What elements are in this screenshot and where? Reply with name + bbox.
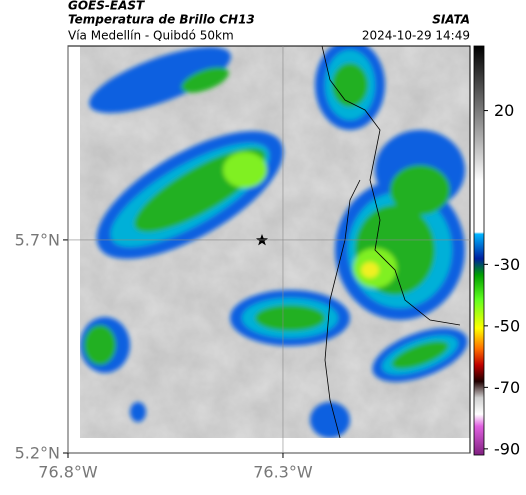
colorbar-tick-label: -90 [494,439,520,458]
colorbar-tick-label: -70 [494,378,520,397]
colorbar [473,45,485,456]
datetime: 2024-10-29 14:49 [362,29,470,43]
colorbar-tick-label: -50 [494,316,520,335]
source: GOES-EAST [68,0,145,13]
lon-tick-label: 76.3°W [253,463,313,482]
colorbar-tick-label: 20 [494,101,514,120]
lon-tick-label: 76.8°W [38,463,98,482]
colorbar-tick-label: -30 [494,255,520,274]
lat-tick-label: 5.7°N [15,230,60,249]
satellite-image [80,46,470,438]
brand: SIATA [432,13,470,27]
title: Temperatura de Brillo CH13 [68,13,255,27]
subtitle: Vía Medellín - Quibdó 50km [68,29,234,43]
lat-tick-label: 5.2°N [15,444,60,463]
